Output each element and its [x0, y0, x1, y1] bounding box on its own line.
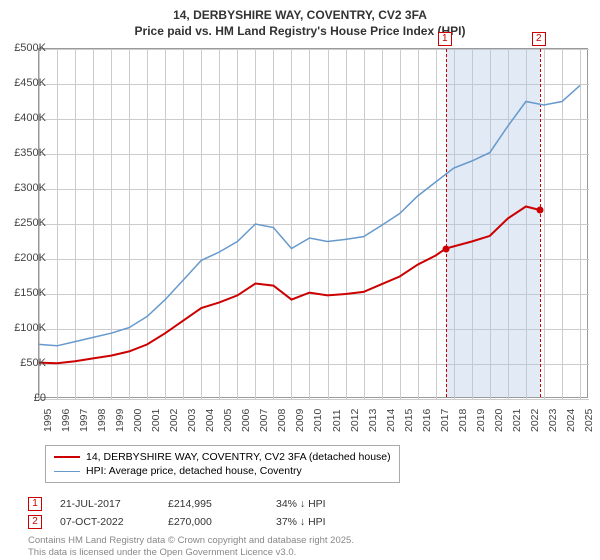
series-svg — [39, 49, 589, 399]
y-tick-label: £400K — [14, 112, 46, 124]
legend-item: 14, DERBYSHIRE WAY, COVENTRY, CV2 3FA (d… — [54, 450, 391, 464]
legend-label: 14, DERBYSHIRE WAY, COVENTRY, CV2 3FA (d… — [86, 451, 391, 463]
x-tick-label: 2003 — [186, 409, 198, 432]
chart-container: 14, DERBYSHIRE WAY, COVENTRY, CV2 3FA Pr… — [0, 0, 600, 560]
x-tick-label: 1998 — [96, 409, 108, 432]
x-tick-label: 2023 — [547, 409, 559, 432]
x-tick-label: 2006 — [240, 409, 252, 432]
transaction-row-marker: 1 — [28, 497, 42, 511]
x-tick-label: 1996 — [60, 409, 72, 432]
footer-line-2: This data is licensed under the Open Gov… — [28, 547, 354, 558]
transaction-row-marker: 2 — [28, 515, 42, 529]
y-tick-label: £0 — [34, 392, 46, 404]
x-tick-label: 2001 — [150, 409, 162, 432]
x-tick-label: 2000 — [132, 409, 144, 432]
transaction-row: 1 21-JUL-2017 £214,995 34% ↓ HPI — [28, 495, 366, 513]
transaction-date: 07-OCT-2022 — [60, 516, 150, 528]
transaction-delta: 34% ↓ HPI — [276, 498, 366, 510]
legend-swatch — [54, 456, 80, 458]
x-tick-label: 2018 — [457, 409, 469, 432]
x-tick-label: 2007 — [258, 409, 270, 432]
x-tick-label: 2005 — [222, 409, 234, 432]
footer-line-1: Contains HM Land Registry data © Crown c… — [28, 535, 354, 546]
transaction-delta: 37% ↓ HPI — [276, 516, 366, 528]
x-tick-label: 2016 — [421, 409, 433, 432]
x-tick-label: 1997 — [78, 409, 90, 432]
series-price_paid — [39, 207, 540, 364]
transaction-marker-1: 1 — [438, 32, 452, 46]
x-tick-label: 2021 — [511, 409, 523, 432]
x-tick-label: 2010 — [312, 409, 324, 432]
y-tick-label: £300K — [14, 182, 46, 194]
legend-label: HPI: Average price, detached house, Cove… — [86, 465, 302, 477]
x-tick-label: 2011 — [331, 409, 343, 432]
x-tick-label: 2022 — [529, 409, 541, 432]
x-tick-label: 2004 — [204, 409, 216, 432]
x-tick-label: 2002 — [168, 409, 180, 432]
y-tick-label: £500K — [14, 42, 46, 54]
x-tick-label: 1999 — [114, 409, 126, 432]
y-tick-label: £150K — [14, 287, 46, 299]
transaction-date: 21-JUL-2017 — [60, 498, 150, 510]
y-tick-label: £200K — [14, 252, 46, 264]
x-tick-label: 2008 — [276, 409, 288, 432]
x-tick-label: 2017 — [439, 409, 451, 432]
transaction-marker-2: 2 — [532, 32, 546, 46]
title-line-2: Price paid vs. HM Land Registry's House … — [0, 24, 600, 40]
title-line-1: 14, DERBYSHIRE WAY, COVENTRY, CV2 3FA — [0, 8, 600, 24]
transaction-price: £270,000 — [168, 516, 258, 528]
transaction-row: 2 07-OCT-2022 £270,000 37% ↓ HPI — [28, 513, 366, 531]
y-tick-label: £100K — [14, 322, 46, 334]
x-tick-label: 2024 — [565, 409, 577, 432]
x-tick-label: 2015 — [403, 409, 415, 432]
x-tick-label: 1995 — [42, 409, 54, 432]
series-hpi — [39, 85, 580, 345]
x-tick-label: 2013 — [367, 409, 379, 432]
gridline-h — [39, 399, 589, 400]
y-tick-label: £50K — [20, 357, 46, 369]
legend-swatch — [54, 471, 80, 472]
transaction-table: 1 21-JUL-2017 £214,995 34% ↓ HPI 2 07-OCT-202… — [28, 495, 366, 531]
legend: 14, DERBYSHIRE WAY, COVENTRY, CV2 3FA (d… — [45, 445, 400, 483]
x-tick-label: 2012 — [349, 409, 361, 432]
x-tick-label: 2009 — [294, 409, 306, 432]
footer-attribution: Contains HM Land Registry data © Crown c… — [28, 535, 354, 558]
plot-area — [38, 48, 588, 398]
x-tick-label: 2019 — [475, 409, 487, 432]
x-tick-label: 2014 — [385, 409, 397, 432]
transaction-price: £214,995 — [168, 498, 258, 510]
y-tick-label: £250K — [14, 217, 46, 229]
x-tick-label: 2020 — [493, 409, 505, 432]
legend-item: HPI: Average price, detached house, Cove… — [54, 464, 391, 478]
y-tick-label: £450K — [14, 77, 46, 89]
y-tick-label: £350K — [14, 147, 46, 159]
x-tick-label: 2025 — [583, 409, 595, 432]
chart-title: 14, DERBYSHIRE WAY, COVENTRY, CV2 3FA Pr… — [0, 0, 600, 39]
